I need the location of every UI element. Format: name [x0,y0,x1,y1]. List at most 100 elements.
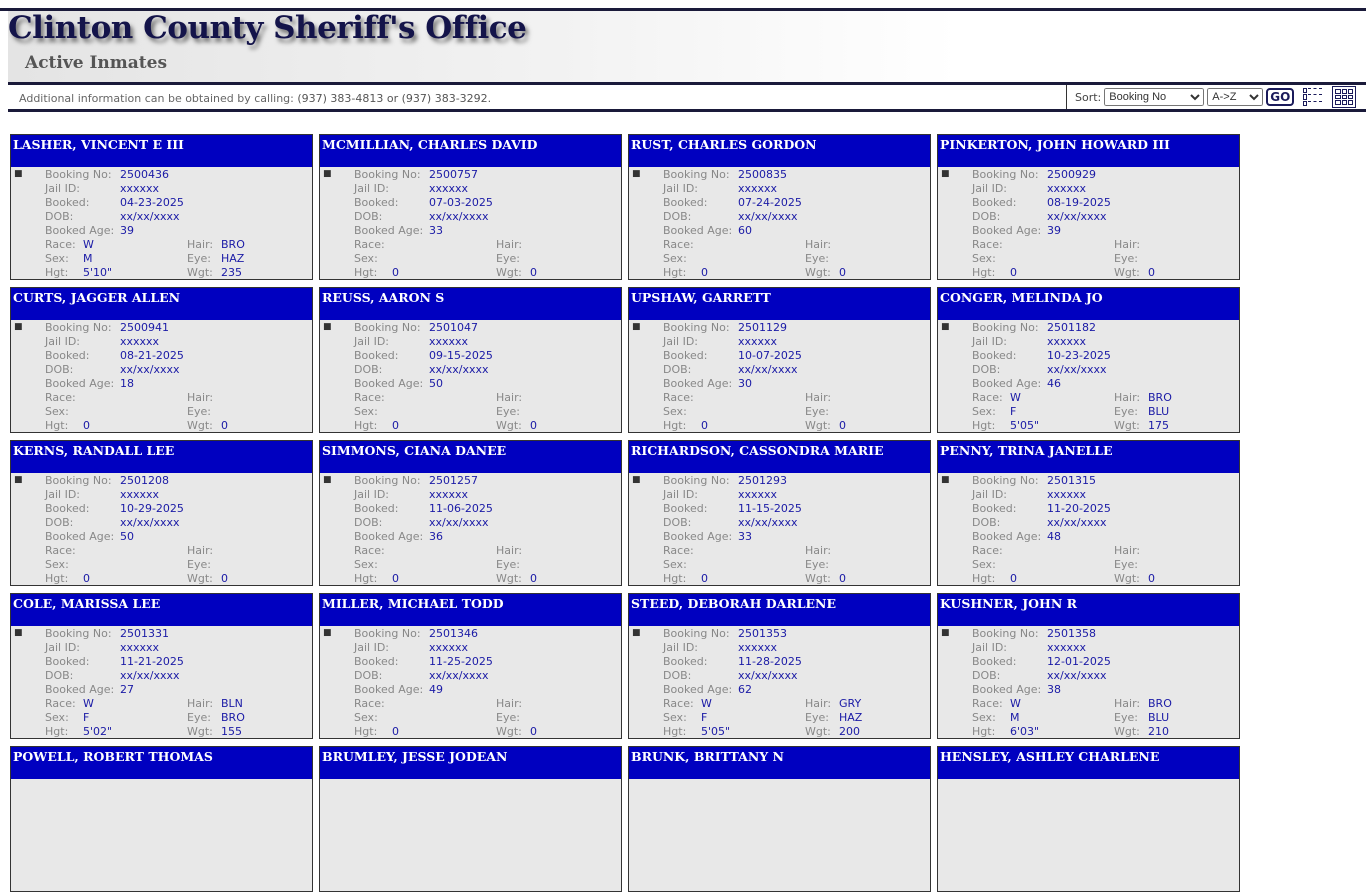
field-jail: Jail ID: xxxxxx [663,335,777,349]
inmate-name[interactable]: POWELL, ROBERT THOMAS [11,747,312,779]
inmate-card[interactable]: KERNS, RANDALL LEE ■ Booking No: 2501208 Jai… [10,440,313,586]
field-value: 07-03-2025 [429,196,493,209]
inmate-name[interactable]: MCMILLIAN, CHARLES DAVID [320,135,621,167]
sort-order-select[interactable]: A->Z [1207,88,1264,106]
field-race: Race: W [45,238,94,252]
field-wgt: Wgt: 155 [187,725,242,739]
inmate-name[interactable]: REUSS, AARON S [320,288,621,320]
field-label: Hgt: [45,725,69,738]
field-hgt: Hgt: 0 [354,419,399,433]
photo-placeholder: ■ [632,169,641,179]
field-label: Race: [45,391,76,404]
field-value: 0 [83,419,90,432]
field-value: 33 [738,530,752,543]
inmate-name[interactable]: STEED, DEBORAH DARLENE [629,594,930,626]
go-button[interactable]: GO [1266,88,1295,106]
inmate-name[interactable]: CURTS, JAGGER ALLEN [11,288,312,320]
inmate-card[interactable]: RICHARDSON, CASSONDRA MARIE ■ Booking No: 2… [628,440,931,586]
inmate-name[interactable]: LASHER, VINCENT E III [11,135,312,167]
field-label: Hair: [187,391,214,404]
inmate-name[interactable]: SIMMONS, CIANA DANEE [320,441,621,473]
inmate-card[interactable]: CONGER, MELINDA JO ■ Booking No: 2501182 Jai… [937,287,1240,433]
field-eye: Eye: [187,405,211,419]
inmate-name[interactable]: HENSLEY, ASHLEY CHARLENE [938,747,1239,779]
inmate-name[interactable]: PENNY, TRINA JANELLE [938,441,1239,473]
inmate-card[interactable]: REUSS, AARON S ■ Booking No: 2501047 Jail ID… [319,287,622,433]
field-value: xx/xx/xxxx [429,669,489,682]
field-label: Wgt: [805,266,831,279]
field-label: Booking No: [972,321,1039,334]
field-eye: Eye: [1114,558,1138,572]
inmate-card[interactable]: STEED, DEBORAH DARLENE ■ Booking No: 250135… [628,593,931,739]
field-label: Race: [972,391,1003,404]
photo-placeholder: ■ [323,169,332,179]
field-label: Hair: [805,697,832,710]
inmate-name[interactable]: PINKERTON, JOHN HOWARD III [938,135,1239,167]
inmate-card[interactable]: CURTS, JAGGER ALLEN ■ Booking No: 2500941 Ja… [10,287,313,433]
field-label: Race: [972,544,1003,557]
field-eye: Eye: [1114,252,1138,266]
field-label: Hair: [805,391,832,404]
field-label: Booking No: [972,474,1039,487]
inmate-card[interactable]: PENNY, TRINA JANELLE ■ Booking No: 2501315 J… [937,440,1240,586]
field-value: 0 [701,266,708,279]
field-sex: Sex: [45,558,69,572]
field-sex: Sex: F [663,711,707,725]
field-value: BRO [221,711,245,724]
field-value: 39 [1047,224,1061,237]
field-value: W [83,238,94,251]
inmate-name[interactable]: KERNS, RANDALL LEE [11,441,312,473]
field-dob: DOB: xx/xx/xxxx [663,363,798,377]
field-label: DOB: [354,363,383,376]
field-wgt: Wgt: 0 [496,419,537,433]
inmate-name[interactable]: MILLER, MICHAEL TODD [320,594,621,626]
inmate-card[interactable]: MCMILLIAN, CHARLES DAVID ■ Booking No: 2500… [319,134,622,280]
field-label: Booked Age: [354,683,424,696]
grid-view-icon[interactable] [1332,86,1357,108]
inmate-name[interactable]: KUSHNER, JOHN R [938,594,1239,626]
field-wgt: Wgt: 0 [187,419,228,433]
photo-placeholder: ■ [14,475,23,485]
inmate-name[interactable]: BRUMLEY, JESSE JODEAN [320,747,621,779]
inmate-card[interactable]: RUST, CHARLES GORDON ■ Booking No: 2500835 J… [628,134,931,280]
inmate-name[interactable]: CONGER, MELINDA JO [938,288,1239,320]
inmate-name[interactable]: RICHARDSON, CASSONDRA MARIE [629,441,930,473]
field-label: Booked Age: [663,224,733,237]
field-eye: Eye: [187,558,211,572]
field-value: 2500757 [429,168,478,181]
inmate-card[interactable]: LASHER, VINCENT E III ■ Booking No: 2500436… [10,134,313,280]
field-label: Booked Age: [354,377,424,390]
inmate-card[interactable]: SIMMONS, CIANA DANEE ■ Booking No: 2501257 J… [319,440,622,586]
list-view-icon[interactable] [1301,86,1325,108]
inmate-card[interactable]: KUSHNER, JOHN R ■ Booking No: 2501358 Jail I… [937,593,1240,739]
inmate-name[interactable]: COLE, MARISSA LEE [11,594,312,626]
field-label: Booked Age: [972,377,1042,390]
field-label: Booked Age: [354,530,424,543]
inmate-name[interactable]: RUST, CHARLES GORDON [629,135,930,167]
field-label: DOB: [972,210,1001,223]
field-value: HAZ [221,252,245,265]
inmate-card[interactable]: COLE, MARISSA LEE ■ Booking No: 2501331 Jail… [10,593,313,739]
field-label: Hgt: [354,419,378,432]
field-value: 33 [429,224,443,237]
field-age: Booked Age: 62 [663,683,752,697]
inmate-card[interactable]: PINKERTON, JOHN HOWARD III ■ Booking No: 25… [937,134,1240,280]
inmate-card[interactable]: MILLER, MICHAEL TODD ■ Booking No: 2501346 J… [319,593,622,739]
field-value: 2501293 [738,474,787,487]
field-value: 50 [120,530,134,543]
field-label: Eye: [1114,405,1138,418]
inmate-name[interactable]: UPSHAW, GARRETT [629,288,930,320]
field-label: Wgt: [805,419,831,432]
inmate-name[interactable]: BRUNK, BRITTANY N [629,747,930,779]
field-race: Race: [45,544,76,558]
field-label: Eye: [805,252,829,265]
field-race: Race: [45,391,76,405]
field-label: Race: [45,697,76,710]
field-age: Booked Age: 36 [354,530,443,544]
sort-field-select[interactable]: Booking No [1104,88,1205,106]
field-value: xxxxxx [120,641,160,654]
field-label: Hgt: [663,572,687,585]
field-label: Wgt: [1114,266,1140,279]
field-label: Jail ID: [354,488,390,501]
inmate-card[interactable]: UPSHAW, GARRETT ■ Booking No: 2501129 Jail I… [628,287,931,433]
